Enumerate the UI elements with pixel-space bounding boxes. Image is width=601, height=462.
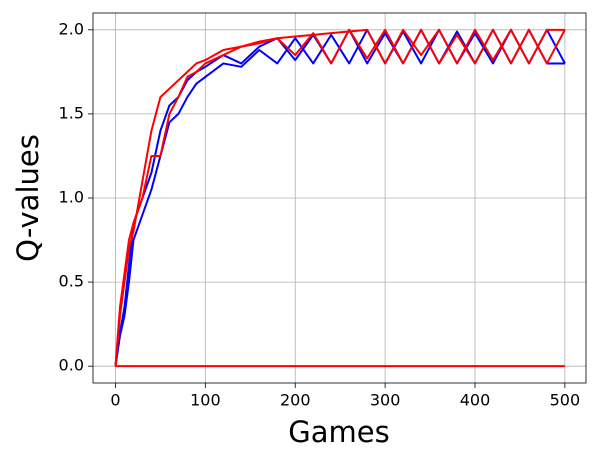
x-tick-label: 300 xyxy=(370,391,401,410)
y-tick-label: 0.5 xyxy=(59,272,84,291)
x-tick-label: 400 xyxy=(460,391,491,410)
x-tick-label: 100 xyxy=(190,391,221,410)
y-tick-label: 1.5 xyxy=(59,103,84,122)
y-axis-label: Q-values xyxy=(11,134,45,262)
x-tick-label: 200 xyxy=(280,391,311,410)
series-line xyxy=(114,28,566,367)
y-tick-label: 1.0 xyxy=(59,188,84,207)
plot-frame xyxy=(92,12,587,384)
y-tick-label: 0.0 xyxy=(59,356,84,375)
x-tick-label: 0 xyxy=(110,391,120,410)
x-tick-label: 500 xyxy=(550,391,581,410)
series-line xyxy=(114,28,566,367)
x-axis-label: Games xyxy=(288,415,389,449)
y-tick-label: 2.0 xyxy=(59,19,84,38)
